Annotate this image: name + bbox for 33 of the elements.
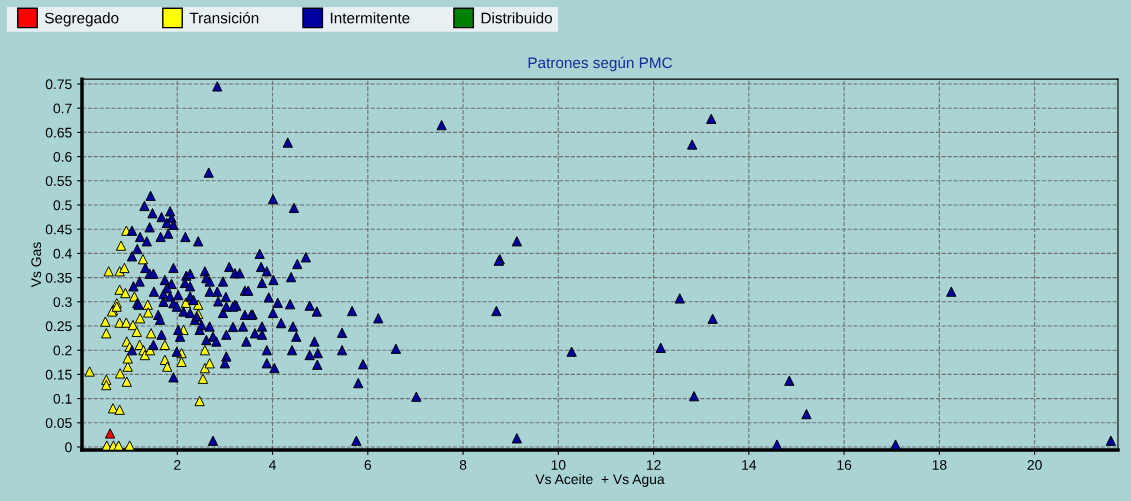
y-tick-label: 0.25	[45, 321, 72, 332]
y-tick-label: 0.45	[45, 224, 72, 235]
y-tick-label: 0.2	[53, 345, 72, 356]
x-tick-label: 6	[364, 459, 372, 470]
x-tick-label: 8	[459, 459, 467, 470]
y-tick-label: 0.65	[45, 127, 72, 138]
x-tick-label: 12	[646, 459, 661, 470]
x-tick-label: 16	[837, 459, 852, 470]
chart-title: Patrones según PMC	[528, 56, 673, 72]
x-tick-label: 2	[174, 459, 181, 470]
y-tick-label: 0.1	[53, 393, 72, 404]
y-tick-label: 0.35	[45, 272, 72, 283]
y-tick-label: 0.6	[53, 151, 72, 162]
x-tick-label: 4	[268, 460, 276, 470]
y-tick-label: 0.75	[45, 79, 72, 90]
legend-label: Segregado	[45, 12, 119, 27]
y-tick-label: 0.05	[45, 418, 72, 428]
y-tick-label: 0.4	[53, 248, 72, 259]
y-tick-label: 0.5	[53, 200, 72, 211]
y-tick-label: 0.15	[45, 369, 72, 380]
x-tick-label: 20	[1027, 459, 1042, 470]
y-tick-label: 0.55	[45, 176, 72, 186]
legend-label: Transición	[189, 12, 259, 24]
y-tick-label: 0	[65, 442, 72, 453]
y-axis-title: Vs Gas	[31, 242, 42, 288]
x-tick-label: 18	[932, 459, 947, 470]
y-tick-label: 0.7	[53, 103, 72, 114]
y-tick-label: 0.3	[53, 297, 72, 307]
legend-label: Distribuido	[481, 12, 552, 24]
x-tick-label: 10	[551, 459, 566, 470]
x-tick-label: 14	[742, 460, 757, 470]
x-axis-title: Vs Aceite + Vs Agua	[535, 473, 665, 487]
legend-label: Intermitente	[330, 12, 410, 24]
